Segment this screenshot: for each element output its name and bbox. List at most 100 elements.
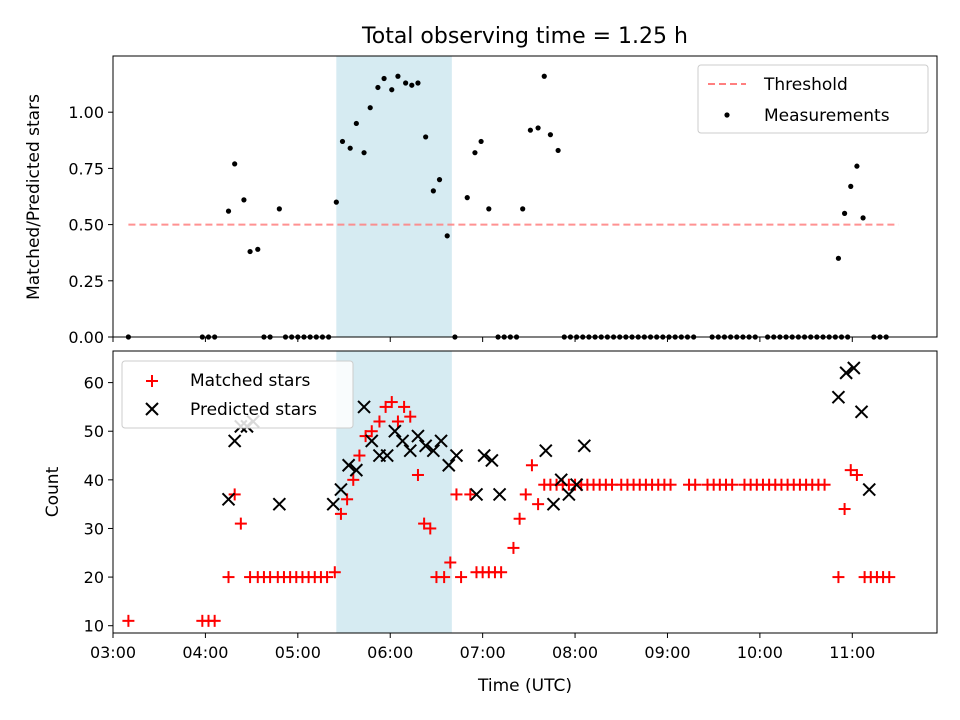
measurement-point <box>347 145 353 151</box>
bottom-x-tick-label: 10:00 <box>737 643 783 662</box>
matched-star-point <box>519 488 532 501</box>
top-y-tick-label: 0.25 <box>68 272 104 291</box>
bottom-x-tick-label: 07:00 <box>460 643 506 662</box>
legend-measurements-label: Measurements <box>764 106 890 126</box>
predicted-star-point <box>357 400 371 414</box>
bottom-x-tick-label: 06:00 <box>367 643 413 662</box>
predicted-stars-points <box>221 361 876 511</box>
bottom-y-tick-label: 40 <box>84 471 104 490</box>
predicted-star-point <box>569 477 584 492</box>
matched-star-point <box>455 571 468 584</box>
top-y-tick-label: 1.00 <box>68 103 104 122</box>
bottom-plot-frame <box>112 350 938 634</box>
top-plot: 0.00 0.25 0.50 0.75 1.00 Total observing tim… <box>24 24 938 347</box>
matched-star-point <box>234 517 247 530</box>
matched-star-point <box>883 571 896 584</box>
measurement-point <box>247 248 253 255</box>
matched-star-point <box>818 478 831 491</box>
predicted-star-point <box>388 424 402 438</box>
bottom-plot: 10 20 30 40 50 60 03:00 04:00 05:00 06:00 07:00 08… <box>43 350 938 696</box>
measurement-point <box>464 195 470 201</box>
matched-star-point <box>832 571 845 584</box>
measurement-point <box>860 215 866 221</box>
bottom-y-axis-ticks: 10 20 30 40 50 60 <box>84 374 113 636</box>
predicted-star-point <box>434 434 448 448</box>
bottom-y-tick-label: 20 <box>84 568 104 587</box>
predicted-star-point <box>334 482 348 497</box>
predicted-star-point <box>227 434 242 448</box>
bottom-x-tick-label: 08:00 <box>552 643 598 662</box>
measurement-point <box>339 138 346 145</box>
predicted-star-point <box>442 458 456 472</box>
predicted-star-point <box>831 390 846 404</box>
predicted-star-point <box>341 458 356 472</box>
matched-star-point <box>664 478 677 491</box>
predicted-star-point <box>326 497 340 511</box>
bottom-y-tick-label: 60 <box>84 374 104 393</box>
predicted-star-point <box>426 443 441 458</box>
predicted-star-point <box>477 448 491 463</box>
matched-star-point <box>844 464 857 477</box>
matched-star-point <box>353 449 366 462</box>
predicted-star-point <box>854 405 869 419</box>
matched-star-point <box>444 556 457 569</box>
matched-star-point <box>689 478 702 491</box>
measurement-point <box>444 233 450 239</box>
predicted-star-point <box>395 434 410 448</box>
measurement-point <box>535 125 541 131</box>
measurement-point <box>555 147 561 154</box>
measurement-point <box>367 105 373 111</box>
measurement-point <box>232 161 238 167</box>
matched-star-point <box>464 488 477 501</box>
measurement-point <box>415 80 421 86</box>
bottom-y-axis-label: Count <box>43 466 63 517</box>
bottom-x-tick-label: 03:00 <box>90 643 136 662</box>
top-y-axis-label: Matched/Predicted stars <box>24 94 44 300</box>
predicted-star-point <box>492 487 507 502</box>
matched-star-point <box>726 478 739 491</box>
legend-threshold-label: Threshold <box>763 75 848 95</box>
measurement-point <box>403 80 409 86</box>
matched-star-point <box>438 571 451 584</box>
measurement-point <box>854 163 860 169</box>
matched-star-point <box>208 614 221 627</box>
matched-star-point <box>495 566 508 579</box>
measurement-point <box>472 150 478 156</box>
measurement-point <box>423 134 429 140</box>
legend-predicted-label: Predicted stars <box>190 400 317 420</box>
predicted-star-point <box>349 463 364 477</box>
measurement-point <box>333 199 339 205</box>
measurement-point <box>486 206 492 212</box>
predicted-star-point <box>418 439 433 453</box>
legend-measurements-swatch <box>724 112 730 118</box>
top-y-tick-label: 0.75 <box>68 159 104 178</box>
predicted-star-point <box>577 439 592 453</box>
bottom-observing-span <box>336 351 452 633</box>
matched-star-point <box>424 522 437 535</box>
top-y-axis-ticks: 0.00 0.25 0.50 0.75 1.00 <box>68 103 113 347</box>
top-y-tick-label: 0.50 <box>68 216 104 235</box>
measurement-point <box>527 127 533 133</box>
predicted-star-point <box>539 443 553 458</box>
matched-star-point <box>507 541 520 554</box>
matched-star-point <box>379 400 392 413</box>
matched-star-point <box>122 614 135 627</box>
bottom-legend-box <box>121 360 354 429</box>
matched-star-point <box>838 503 851 516</box>
top-observing-span <box>336 56 452 337</box>
predicted-star-point <box>847 361 861 375</box>
matched-star-point <box>321 571 334 584</box>
matched-star-point <box>450 488 463 501</box>
legend-matched-swatch <box>146 375 158 387</box>
legend-matched-label: Matched stars <box>190 371 310 391</box>
bottom-y-tick-label: 50 <box>84 422 104 441</box>
predicted-star-point <box>554 473 568 487</box>
predicted-star-point <box>839 366 853 380</box>
measurement-point <box>389 87 395 93</box>
predicted-star-point <box>365 434 379 448</box>
measurement-point <box>835 255 842 261</box>
matched-star-point <box>391 415 404 428</box>
matched-star-point <box>418 517 431 530</box>
predicted-star-point <box>485 453 499 468</box>
